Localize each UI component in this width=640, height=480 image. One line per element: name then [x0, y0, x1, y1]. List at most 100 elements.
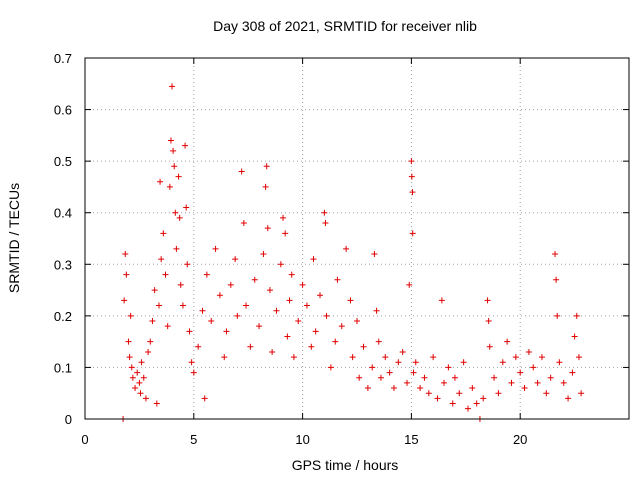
data-point: [186, 328, 193, 335]
data-point: [322, 220, 329, 227]
data-point: [538, 354, 545, 361]
data-point: [125, 338, 132, 345]
data-point: [573, 312, 580, 319]
data-point: [386, 369, 393, 376]
data-point: [441, 379, 448, 386]
data-point: [240, 220, 247, 227]
data-point: [399, 348, 406, 355]
data-point: [227, 281, 234, 288]
data-point: [417, 385, 424, 392]
data-point: [134, 369, 141, 376]
data-point: [273, 307, 280, 314]
data-point: [347, 297, 354, 304]
data-point: [373, 307, 380, 314]
data-point: [395, 359, 402, 366]
data-point: [170, 147, 177, 154]
data-point: [177, 281, 184, 288]
data-point: [183, 204, 190, 211]
data-point: [162, 271, 169, 278]
data-point: [173, 245, 180, 252]
data-point: [238, 168, 245, 175]
data-point: [508, 379, 515, 386]
data-point: [438, 297, 445, 304]
data-point: [153, 400, 160, 407]
data-point: [554, 312, 561, 319]
data-point: [121, 297, 128, 304]
data-point: [199, 307, 206, 314]
data-point: [327, 364, 334, 371]
data-point: [149, 318, 156, 325]
data-point: [308, 343, 315, 350]
data-point: [169, 83, 176, 90]
data-point: [256, 323, 263, 330]
data-point: [247, 343, 254, 350]
data-point: [190, 369, 197, 376]
data-point: [164, 323, 171, 330]
data-point: [434, 395, 441, 402]
data-point: [364, 385, 371, 392]
data-point: [132, 385, 139, 392]
data-point: [203, 271, 210, 278]
data-point: [282, 230, 289, 237]
data-point: [264, 225, 271, 232]
data-point: [303, 302, 310, 309]
data-point: [188, 359, 195, 366]
data-point: [408, 173, 415, 180]
data-point: [166, 183, 173, 190]
data-point: [286, 297, 293, 304]
data-point: [521, 385, 528, 392]
data-point: [356, 374, 363, 381]
data-point: [343, 245, 350, 252]
data-point: [277, 261, 284, 268]
data-point: [262, 183, 269, 190]
chart-title: Day 308 of 2021, SRMTID for receiver nli…: [213, 18, 477, 34]
data-point: [260, 250, 267, 257]
data-point: [445, 364, 452, 371]
data-point: [280, 214, 287, 221]
data-point: [129, 374, 136, 381]
plot-frame: [84, 57, 630, 420]
data-point: [369, 364, 376, 371]
data-point: [451, 374, 458, 381]
data-point: [560, 379, 567, 386]
data-point: [547, 374, 554, 381]
y-tick-label: 0.1: [54, 360, 72, 375]
data-point: [142, 395, 149, 402]
data-point: [421, 374, 428, 381]
data-point: [349, 354, 356, 361]
data-point: [404, 379, 411, 386]
data-point: [145, 348, 152, 355]
y-axis-label: SRMTID / TECUs: [6, 183, 22, 293]
data-point: [390, 385, 397, 392]
data-point: [176, 214, 183, 221]
data-point: [512, 354, 519, 361]
data-point: [552, 250, 559, 257]
data-point: [409, 230, 416, 237]
data-point: [578, 390, 585, 397]
data-point: [216, 292, 223, 299]
data-point: [569, 369, 576, 376]
axis-ticks: 0 0.1 0.2 0.3 0.4 0.5 0.6 0.7 0 5 10 15 20: [54, 51, 629, 447]
data-point: [449, 400, 456, 407]
data-point: [410, 369, 417, 376]
data-point: [371, 250, 378, 257]
data-point: [425, 390, 432, 397]
data-point: [377, 374, 384, 381]
data-point: [312, 328, 319, 335]
data-point: [137, 390, 144, 397]
data-point: [495, 390, 502, 397]
y-tick-label: 0.4: [54, 206, 72, 221]
data-point: [334, 276, 341, 283]
data-point: [175, 173, 182, 180]
data-point: [430, 354, 437, 361]
data-point: [269, 348, 276, 355]
y-tick-label: 0.3: [54, 257, 72, 272]
y-tick-label: 0: [65, 412, 72, 427]
data-point: [182, 142, 189, 149]
data-point: [221, 354, 228, 361]
data-point: [469, 385, 476, 392]
data-point: [171, 163, 178, 170]
data-point: [122, 250, 129, 257]
data-point: [543, 390, 550, 397]
